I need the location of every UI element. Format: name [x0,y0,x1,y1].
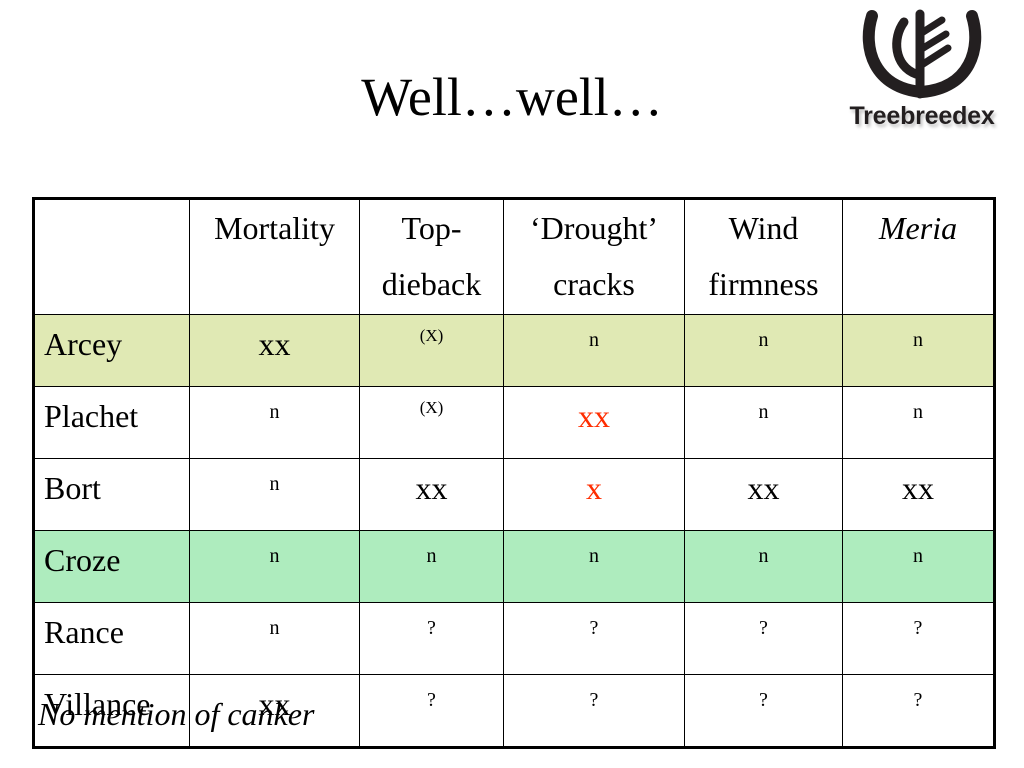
table-cell: ? [503,602,685,675]
table-row-rance: Rance n ? ? ? ? [33,602,995,675]
table-cell: x [503,458,685,531]
row-label: Villance [33,674,190,748]
table-cell: n [842,386,995,459]
table-row-villance: Villance xx ? ? ? ? [33,674,995,748]
table-cell: n [503,314,685,387]
table-cell: n [684,314,843,387]
footnote: No mention of canker [38,696,315,732]
table-row-bort: Bort n xx x xx xx [33,458,995,531]
header-mortality: Mortality [189,198,360,315]
table-cell: ? [503,674,685,748]
table-cell: n [359,530,504,603]
treebreedex-logo-icon [862,9,982,99]
table-cell: n [842,530,995,603]
table-cell: n [684,386,843,459]
table-cell: ? [684,602,843,675]
header-top-dieback: Top- dieback [359,198,504,315]
table-cell: n [684,530,843,603]
table-cell: n [189,530,360,603]
table-cell: ? [842,602,995,675]
row-label: Arcey [33,314,190,387]
slide-title: Well…well… [361,67,663,127]
table-cell: xx [189,674,360,748]
table-cell: n [189,602,360,675]
table-cell: xx [503,386,685,459]
table-header-row: Mortality Top- dieback ‘Drought’ cracks … [33,198,995,315]
table-cell: xx [359,458,504,531]
table-cell: n [842,314,995,387]
table-cell: (X) [359,386,504,459]
table-cell: n [189,386,360,459]
row-label: Croze [33,530,190,603]
table-cell: n [503,530,685,603]
table-cell: ? [842,674,995,748]
results-table: Mortality Top- dieback ‘Drought’ cracks … [32,197,996,749]
row-label: Rance [33,602,190,675]
row-label: Bort [33,458,190,531]
table-cell: xx [189,314,360,387]
table-cell: (X) [359,314,504,387]
table-cell: xx [842,458,995,531]
table-cell: ? [684,674,843,748]
logo-text: Treebreedex [849,102,995,130]
header-drought-cracks: ‘Drought’ cracks [503,198,685,315]
treebreedex-logo: Treebreedex [832,8,1012,136]
header-corner [33,198,190,315]
table-cell: ? [359,602,504,675]
table-cell: ? [359,674,504,748]
header-meria: Meria [842,198,995,315]
header-wind-firmness: Wind firmness [684,198,843,315]
table-cell: n [189,458,360,531]
table-row-plachet: Plachet n (X) xx n n [33,386,995,459]
table-cell: xx [684,458,843,531]
table-row-arcey: Arcey xx (X) n n n [33,314,995,387]
row-label: Plachet [33,386,190,459]
table-row-croze: Croze n n n n n [33,530,995,603]
